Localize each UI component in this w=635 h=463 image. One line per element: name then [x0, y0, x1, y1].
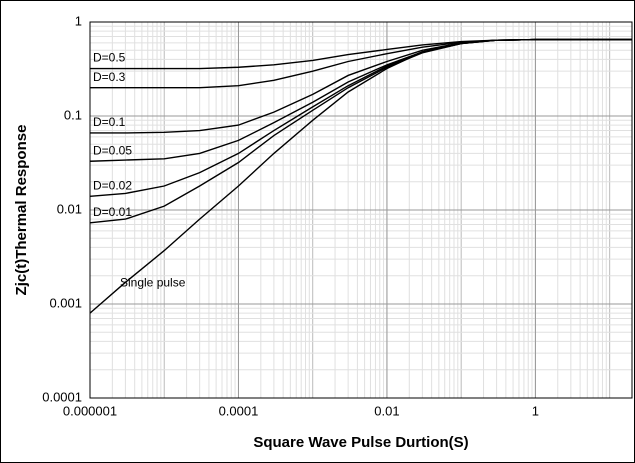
y-tick-label: 1	[75, 13, 82, 28]
y-tick-label: 0.001	[49, 295, 82, 310]
series-label: Single pulse	[120, 275, 186, 289]
series-line	[89, 38, 632, 314]
series-label: D=0.05	[93, 143, 132, 157]
y-tick-label: 0.01	[57, 201, 82, 216]
y-tick-label: 0.0001	[42, 389, 82, 404]
x-tick-label: 1	[532, 403, 539, 418]
y-axis-label: Zjc(t)Thermal Response	[13, 125, 30, 296]
x-tick-label: 0.000001	[63, 403, 117, 418]
x-tick-label: 0.0001	[219, 403, 259, 418]
x-axis-label: Square Wave Pulse Durtion(S)	[253, 434, 468, 451]
plot-frame	[89, 21, 633, 399]
series-label: D=0.1	[93, 115, 126, 129]
x-tick-label: 0.01	[374, 403, 399, 418]
y-tick-label: 0.1	[64, 107, 82, 122]
series-label: D=0.01	[93, 205, 132, 219]
series-label: D=0.5	[93, 51, 126, 65]
series-label: D=0.3	[93, 70, 126, 84]
series-label: D=0.02	[93, 178, 132, 192]
